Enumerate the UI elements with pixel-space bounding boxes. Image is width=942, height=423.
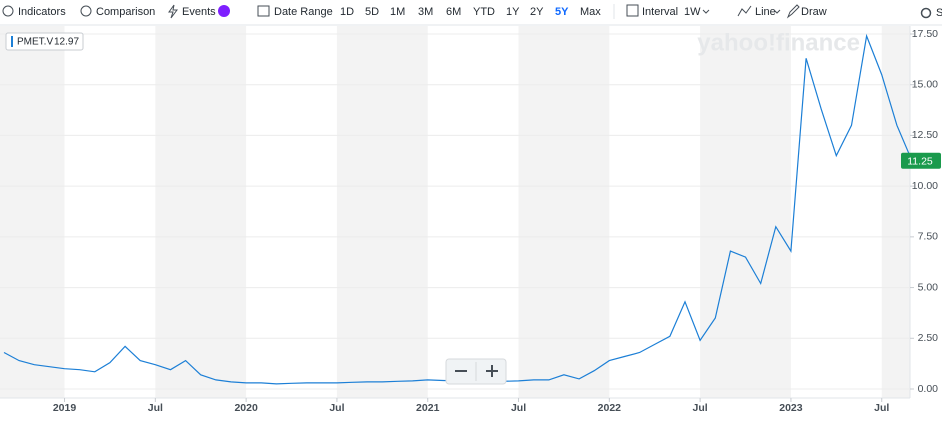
icon: [786, 4, 800, 19]
chevron: [702, 9, 710, 14]
x-tick-label: Jul: [511, 402, 526, 414]
toolbar: Indicators Comparison Events Date Range …: [0, 4, 942, 26]
legend-name: PMET.V: [17, 37, 53, 48]
legend-value: 12.97: [54, 37, 79, 48]
icon: [2, 5, 14, 17]
y-tick-label: 7.50: [918, 231, 939, 243]
date-range-button[interactable]: Date Range: [274, 6, 333, 18]
range-button[interactable]: YTD: [473, 6, 495, 18]
band: [881, 26, 910, 398]
last-price-label: 11.25: [907, 156, 933, 168]
range-button[interactable]: 2Y: [530, 6, 544, 18]
icon: [257, 5, 270, 17]
range-button[interactable]: 5Y: [555, 6, 569, 18]
y-tick-label: 12.50: [912, 129, 938, 141]
range-button[interactable]: 5D: [365, 6, 379, 18]
y-tick-label: 15.00: [912, 78, 938, 90]
x-tick-label: 2019: [53, 402, 77, 414]
range-button[interactable]: 3M: [418, 6, 433, 18]
y-tick-label: 17.50: [912, 28, 938, 40]
watermark: yahoo!finance: [697, 29, 860, 56]
zoom-controls: [445, 358, 507, 385]
grid: 0.00 2.50 5.00 7.50 10.00 12.50 15.00 17.50 2019…: [0, 28, 938, 414]
background-bands: [0, 26, 911, 399]
x-tick-label: Jul: [874, 402, 889, 414]
x-tick-label: 2020: [234, 402, 258, 414]
x-tick-label: Jul: [148, 402, 163, 414]
range-button[interactable]: 1M: [390, 6, 405, 18]
range-button[interactable]: 1Y: [506, 6, 520, 18]
y-tick-label: 5.00: [918, 281, 939, 293]
legend-swatch: [11, 36, 13, 47]
range-button[interactable]: 1D: [340, 6, 354, 18]
icon: [80, 5, 92, 17]
draw-button[interactable]: Draw: [801, 6, 827, 18]
icon: [168, 4, 178, 19]
range-button[interactable]: Max: [580, 6, 601, 18]
events-button[interactable]: Events: [182, 6, 216, 18]
last-price-box: [901, 152, 941, 169]
icon: [737, 5, 752, 17]
range-button[interactable]: 6M: [446, 6, 461, 18]
band: [0, 26, 65, 398]
zoom-in[interactable]: [486, 365, 498, 377]
x-tick-label: Jul: [693, 402, 708, 414]
range-buttons: 1D 5D 1M 3M 6M YTD 1Y 2Y 5Y Max: [340, 6, 601, 18]
comparison-button[interactable]: Comparison: [96, 6, 155, 18]
legend: PMET.V 12.97: [5, 32, 84, 51]
plot: 11.25: [3, 33, 941, 385]
x-tick-label: Jul: [329, 402, 344, 414]
x-tick-label: 2023: [779, 402, 803, 414]
y-tick-label: 0.00: [918, 383, 939, 395]
y-tick-label: 2.50: [918, 332, 939, 344]
band: [700, 26, 791, 398]
indicators-button[interactable]: Indicators: [18, 6, 66, 18]
x-tick-label: 2021: [416, 402, 440, 414]
band: [518, 26, 610, 398]
badge: [218, 5, 230, 17]
y-tick-label: 10.00: [912, 180, 938, 192]
chart-style-select[interactable]: Line: [755, 6, 776, 18]
x-tick-label: 2022: [598, 402, 622, 414]
interval-label: Interval: [642, 6, 678, 18]
band: [336, 26, 428, 398]
chevron: [773, 9, 781, 14]
band: [155, 26, 247, 398]
interval-select[interactable]: 1W: [684, 6, 701, 18]
legend-box: [5, 32, 84, 51]
icon: [626, 4, 639, 17]
settings-icon: [920, 7, 932, 19]
settings-button[interactable]: S: [936, 7, 942, 19]
